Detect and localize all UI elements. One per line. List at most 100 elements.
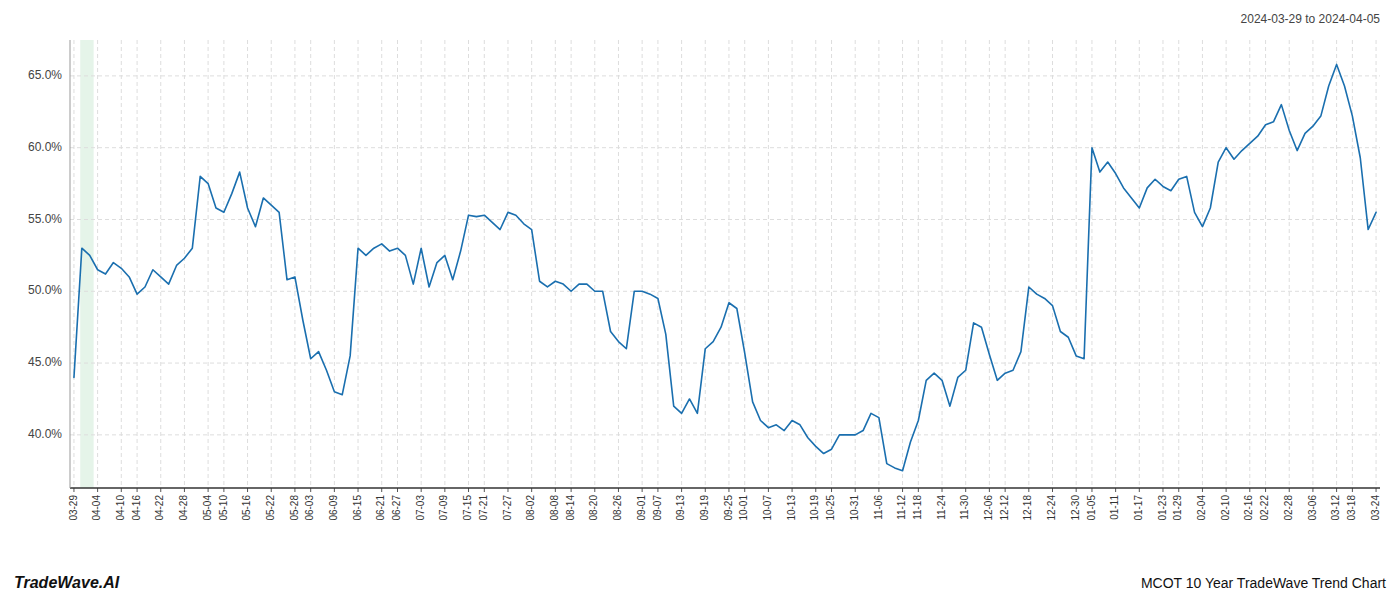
x-grid-line: [1249, 40, 1250, 488]
x-tick-label: 10-25: [825, 495, 836, 521]
x-grid-line: [334, 40, 335, 488]
x-grid-line: [902, 40, 903, 488]
x-tick-label: 08-08: [549, 495, 560, 521]
x-tick-label: 12-18: [1022, 495, 1033, 521]
x-grid-line: [705, 40, 706, 488]
x-tick-label: 08-14: [565, 495, 576, 521]
x-tick-label: 10-19: [809, 495, 820, 521]
x-tick-label: 08-26: [612, 495, 623, 521]
x-grid-line: [484, 40, 485, 488]
x-grid-line: [1005, 40, 1006, 488]
x-tick-label: 11-30: [959, 495, 970, 520]
x-grid-line: [1352, 40, 1353, 488]
x-grid-line: [642, 40, 643, 488]
x-grid-line: [247, 40, 248, 488]
y-grid-line: [70, 291, 1380, 292]
y-grid-line: [70, 434, 1380, 435]
axes: 40.0%45.0%50.0%55.0%60.0%65.0%03-2904-04…: [28, 40, 1381, 521]
x-tick-label: 02-16: [1243, 495, 1254, 521]
x-tick-label: 03-06: [1307, 495, 1318, 521]
x-tick-label: 05-22: [265, 495, 276, 521]
x-grid-line: [1052, 40, 1053, 488]
x-grid-line: [618, 40, 619, 488]
x-grid-line: [1202, 40, 1203, 488]
x-grid-line: [831, 40, 832, 488]
y-grid-line: [70, 219, 1380, 220]
x-grid-line: [271, 40, 272, 488]
x-tick-label: 12-12: [999, 495, 1010, 521]
x-grid-line: [965, 40, 966, 488]
x-tick-label: 03-24: [1370, 495, 1381, 521]
background: [0, 0, 1400, 600]
y-tick-label: 50.0%: [28, 283, 62, 297]
x-grid-line: [855, 40, 856, 488]
annotation: TradeWave.AI: [14, 574, 120, 591]
x-tick-label: 08-20: [588, 495, 599, 521]
x-grid-line: [137, 40, 138, 488]
x-grid-line: [1336, 40, 1337, 488]
x-tick-label: 10-07: [762, 495, 773, 521]
highlight-layer: [80, 40, 93, 488]
x-grid-line: [531, 40, 532, 488]
x-tick-label: 05-28: [289, 495, 300, 521]
highlight-band: [80, 40, 93, 488]
grid: [70, 40, 1380, 488]
x-tick-label: 09-25: [723, 495, 734, 521]
x-tick-label: 04-10: [115, 495, 126, 521]
x-grid-line: [815, 40, 816, 488]
x-tick-label: 01-29: [1172, 495, 1183, 521]
x-grid-line: [97, 40, 98, 488]
x-grid-line: [397, 40, 398, 488]
chart-svg: 40.0%45.0%50.0%55.0%60.0%65.0%03-2904-04…: [0, 0, 1400, 600]
x-tick-label: 02-10: [1220, 495, 1231, 521]
x-grid-line: [1376, 40, 1377, 488]
x-axis-line: [70, 487, 1380, 489]
x-grid-line: [1289, 40, 1290, 488]
x-tick-label: 05-04: [202, 495, 213, 521]
y-tick-label: 40.0%: [28, 427, 62, 441]
x-grid-line: [942, 40, 943, 488]
x-grid-line: [507, 40, 508, 488]
x-tick-label: 03-18: [1346, 495, 1357, 521]
x-tick-label: 09-13: [675, 495, 686, 521]
x-grid-line: [1265, 40, 1266, 488]
plot-area: [74, 64, 1376, 470]
x-tick-label: 01-05: [1086, 495, 1097, 521]
x-tick-label: 01-17: [1133, 495, 1144, 521]
y-grid-line: [70, 147, 1380, 148]
x-grid-line: [1028, 40, 1029, 488]
subtitle: 2024-03-29 to 2024-04-05: [1241, 12, 1381, 26]
x-grid-line: [1091, 40, 1092, 488]
x-tick-label: 12-06: [983, 495, 994, 521]
x-grid-line: [1312, 40, 1313, 488]
title: MCOT 10 Year TradeWave Trend Chart: [1141, 575, 1386, 591]
x-tick-label: 07-27: [502, 495, 513, 521]
x-tick-label: 06-21: [375, 495, 386, 521]
x-tick-label: 05-16: [241, 495, 252, 521]
x-tick-label: 02-22: [1259, 495, 1270, 521]
x-grid-line: [989, 40, 990, 488]
x-tick-label: 09-19: [699, 495, 710, 521]
y-tick-label: 60.0%: [28, 140, 62, 154]
x-grid-line: [728, 40, 729, 488]
x-grid-line: [768, 40, 769, 488]
y-tick-label: 45.0%: [28, 355, 62, 369]
x-tick-label: 11-06: [873, 495, 884, 520]
x-grid-line: [657, 40, 658, 488]
x-tick-label: 06-09: [328, 495, 339, 521]
x-grid-line: [160, 40, 161, 488]
y-tick-label: 55.0%: [28, 212, 62, 226]
y-grid-line: [70, 75, 1380, 76]
x-tick-label: 07-21: [478, 495, 489, 521]
trend-line: [74, 64, 1376, 470]
x-grid-line: [223, 40, 224, 488]
x-grid-line: [1139, 40, 1140, 488]
x-tick-label: 06-27: [391, 495, 402, 521]
x-tick-label: 10-31: [849, 495, 860, 521]
x-grid-line: [1178, 40, 1179, 488]
x-tick-label: 09-07: [652, 495, 663, 521]
x-grid-line: [744, 40, 745, 488]
chart-container: 40.0%45.0%50.0%55.0%60.0%65.0%03-2904-04…: [0, 0, 1400, 600]
x-tick-label: 05-10: [218, 495, 229, 521]
x-tick-label: 02-04: [1196, 495, 1207, 521]
